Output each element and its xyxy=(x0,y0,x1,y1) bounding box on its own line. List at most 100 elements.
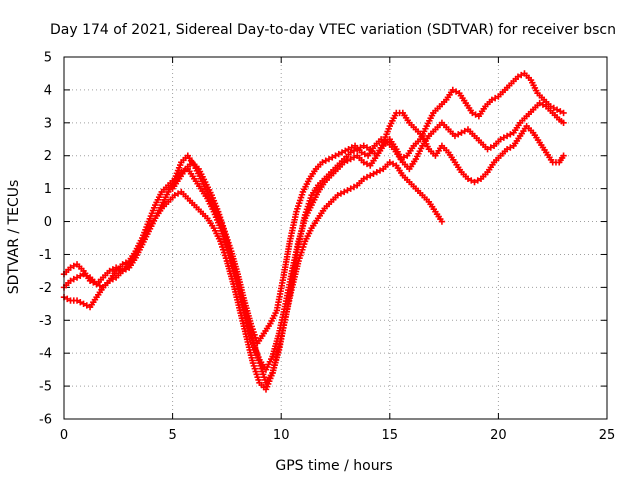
data-point xyxy=(347,155,354,163)
data-point xyxy=(468,177,475,184)
data-point xyxy=(471,178,478,186)
data-point xyxy=(70,262,77,270)
data-point xyxy=(536,99,543,107)
data-point xyxy=(560,109,567,117)
y-tick-label: -3 xyxy=(39,314,52,329)
data-point xyxy=(461,127,468,135)
data-point xyxy=(80,300,87,308)
data-point xyxy=(67,277,74,284)
x-tick-label: 0 xyxy=(60,428,68,443)
data-point xyxy=(80,271,87,278)
data-point xyxy=(474,177,481,184)
data-point xyxy=(342,147,349,154)
data-point xyxy=(73,297,81,304)
data-point xyxy=(335,150,342,158)
data-point xyxy=(340,188,348,196)
data-point xyxy=(360,159,367,166)
data-point xyxy=(497,136,504,143)
data-point xyxy=(507,131,514,138)
data-point xyxy=(557,108,564,115)
data-point xyxy=(514,73,522,80)
data-point xyxy=(363,173,371,181)
data-point xyxy=(345,145,352,153)
data-point xyxy=(348,144,355,151)
chart-title: Day 174 of 2021, Sidereal Day-to-day VTE… xyxy=(50,22,616,38)
y-tick-label: 1 xyxy=(44,182,52,197)
y-axis-label: SDTVAR / TECUs xyxy=(6,180,22,295)
data-point xyxy=(77,272,84,280)
data-point xyxy=(400,154,408,161)
data-point xyxy=(360,142,367,150)
data-point xyxy=(64,295,71,303)
data-point xyxy=(122,266,130,273)
data-point xyxy=(377,136,385,143)
data-point xyxy=(381,137,388,145)
data-point xyxy=(458,129,465,136)
data-point xyxy=(487,144,494,151)
data-point xyxy=(350,147,358,154)
data-point xyxy=(367,172,374,179)
data-point xyxy=(373,168,380,176)
data-point xyxy=(438,218,446,225)
data-point xyxy=(452,88,460,95)
data-point xyxy=(553,106,561,113)
grid xyxy=(64,57,607,419)
data-point xyxy=(386,159,393,166)
data-point xyxy=(491,94,499,102)
data-point xyxy=(449,86,456,94)
data-point xyxy=(376,167,384,174)
x-tick-label: 10 xyxy=(273,428,290,443)
data-point xyxy=(503,145,511,153)
data-point xyxy=(83,272,91,280)
data-point xyxy=(319,159,326,166)
data-point xyxy=(67,264,74,271)
x-axis-label: GPS time / hours xyxy=(275,458,392,474)
data-point xyxy=(70,275,77,283)
data-point xyxy=(347,149,354,156)
data-point xyxy=(322,157,329,164)
data-point xyxy=(370,170,377,178)
data-point xyxy=(560,152,567,159)
x-tick-label: 20 xyxy=(490,428,507,443)
data-point xyxy=(344,157,351,164)
data-point xyxy=(358,149,365,156)
data-point xyxy=(174,190,182,197)
y-tick-label: 4 xyxy=(44,83,52,98)
data-point xyxy=(325,155,333,163)
data-point xyxy=(119,261,126,268)
data-point xyxy=(560,119,567,127)
data-point xyxy=(484,145,491,153)
y-tick-label: 3 xyxy=(44,116,52,131)
y-tick-label: 5 xyxy=(44,51,52,66)
y-tick-label: 0 xyxy=(44,215,52,230)
plot-frame xyxy=(63,56,608,420)
data-point xyxy=(109,266,117,273)
data-point xyxy=(464,175,472,182)
x-tick-label: 15 xyxy=(382,428,399,443)
data-point xyxy=(397,155,404,163)
data-point xyxy=(469,109,476,117)
y-tick-label: -2 xyxy=(39,281,52,296)
y-tick-label: -4 xyxy=(39,347,52,362)
data-point xyxy=(363,160,371,168)
data-point xyxy=(122,259,130,266)
series-2 xyxy=(60,99,567,373)
data-point xyxy=(106,267,113,275)
data-point xyxy=(455,131,462,138)
data-point xyxy=(83,302,91,309)
data-point xyxy=(488,96,496,103)
data-point xyxy=(347,185,354,192)
x-tick-label: 5 xyxy=(168,428,176,443)
data-point xyxy=(329,154,336,161)
data-point xyxy=(337,190,345,197)
data-point xyxy=(472,111,479,118)
y-tick-label: 2 xyxy=(44,149,52,164)
x-tick-label: 25 xyxy=(599,428,616,443)
data-point xyxy=(338,149,346,156)
data-point xyxy=(547,103,554,110)
data-point xyxy=(77,298,84,306)
data-point xyxy=(360,175,367,182)
